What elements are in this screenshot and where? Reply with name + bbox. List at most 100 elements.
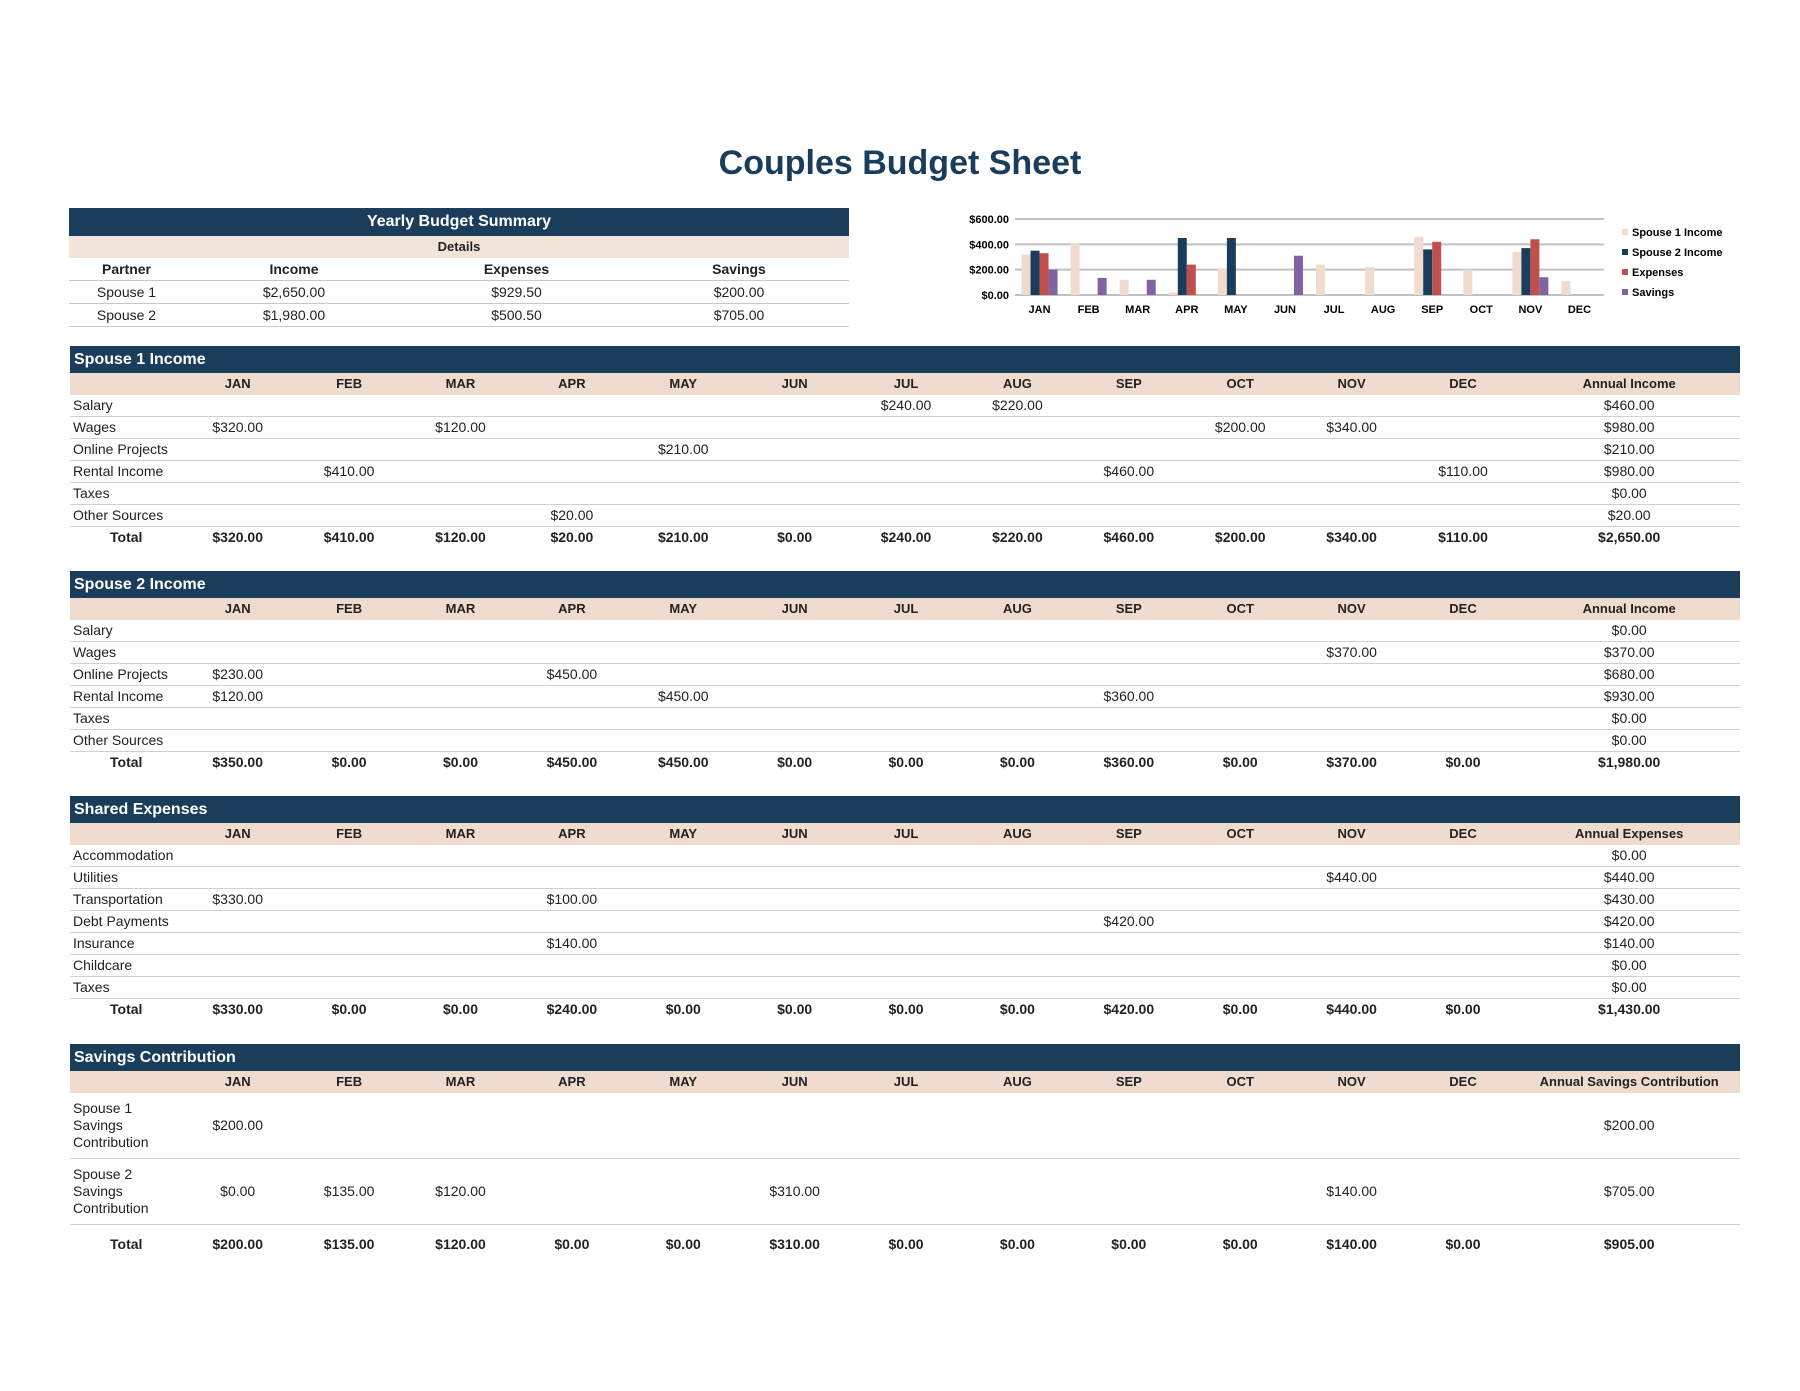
month-value[interactable] — [182, 933, 293, 954]
month-value[interactable] — [1185, 686, 1296, 707]
month-value[interactable] — [1073, 417, 1184, 438]
month-value[interactable] — [739, 439, 850, 460]
month-value[interactable] — [405, 867, 516, 888]
month-value[interactable] — [516, 461, 627, 482]
month-value[interactable]: $120.00 — [435, 419, 486, 435]
month-value[interactable]: $450.00 — [657, 688, 709, 704]
month-value[interactable] — [1185, 911, 1296, 932]
month-value[interactable] — [405, 664, 516, 685]
month-value[interactable] — [1073, 664, 1184, 685]
month-value[interactable] — [850, 483, 961, 504]
month-value[interactable]: $200.00 — [1214, 529, 1266, 545]
month-value[interactable]: $0.00 — [1445, 754, 1481, 770]
month-value[interactable] — [1185, 620, 1296, 641]
month-value[interactable] — [1296, 620, 1407, 641]
month-value[interactable]: $110.00 — [1438, 463, 1488, 479]
month-value[interactable] — [1407, 439, 1518, 460]
month-value[interactable] — [405, 955, 516, 976]
month-value[interactable] — [182, 439, 293, 460]
month-value[interactable] — [739, 730, 850, 751]
month-value[interactable] — [850, 933, 961, 954]
month-value[interactable]: $200.00 — [212, 1117, 263, 1133]
month-value[interactable] — [962, 933, 1073, 954]
month-value[interactable]: $0.00 — [999, 1236, 1035, 1252]
month-value[interactable] — [182, 620, 293, 641]
month-value[interactable] — [1073, 439, 1184, 460]
month-value[interactable] — [1185, 461, 1296, 482]
month-value[interactable] — [850, 686, 961, 707]
month-value[interactable]: $0.00 — [1445, 1001, 1481, 1017]
month-value[interactable]: $0.00 — [1445, 1236, 1481, 1252]
month-value[interactable] — [1407, 505, 1518, 526]
month-value[interactable] — [962, 977, 1073, 998]
month-value[interactable] — [293, 505, 404, 526]
month-value[interactable] — [516, 483, 627, 504]
month-value[interactable] — [293, 933, 404, 954]
month-value[interactable]: $20.00 — [550, 529, 594, 545]
month-value[interactable]: $0.00 — [1222, 1001, 1258, 1017]
month-value[interactable] — [1407, 417, 1518, 438]
month-value[interactable] — [405, 439, 516, 460]
month-value[interactable] — [739, 505, 850, 526]
month-value[interactable]: $310.00 — [769, 1236, 820, 1252]
month-value[interactable] — [739, 642, 850, 663]
month-value[interactable] — [1407, 955, 1518, 976]
month-value[interactable] — [1185, 395, 1296, 416]
month-value[interactable] — [850, 911, 961, 932]
month-value[interactable]: $0.00 — [331, 754, 367, 770]
month-value[interactable] — [1185, 845, 1296, 866]
month-value[interactable] — [1073, 642, 1184, 663]
month-value[interactable]: $0.00 — [888, 1236, 924, 1252]
month-value[interactable] — [516, 417, 627, 438]
month-value[interactable] — [1073, 977, 1184, 998]
month-value[interactable]: $0.00 — [888, 1001, 924, 1017]
month-value[interactable]: $200.00 — [212, 1236, 263, 1252]
month-value[interactable]: $450.00 — [546, 666, 598, 682]
month-value[interactable] — [293, 664, 404, 685]
month-value[interactable] — [293, 911, 404, 932]
month-value[interactable] — [739, 955, 850, 976]
month-value[interactable]: $310.00 — [769, 1183, 820, 1199]
month-value[interactable]: $360.00 — [1103, 754, 1155, 770]
month-value[interactable]: $340.00 — [1326, 529, 1377, 545]
month-value[interactable] — [1296, 461, 1407, 482]
month-value[interactable] — [628, 417, 739, 438]
month-value[interactable]: $0.00 — [777, 529, 813, 545]
month-value[interactable]: $460.00 — [1103, 463, 1155, 479]
month-value[interactable] — [1407, 889, 1518, 910]
month-value[interactable]: $320.00 — [212, 419, 263, 435]
month-value[interactable] — [1296, 911, 1407, 932]
month-value[interactable] — [850, 867, 961, 888]
month-value[interactable] — [962, 845, 1073, 866]
month-value[interactable] — [405, 505, 516, 526]
month-value[interactable] — [293, 867, 404, 888]
month-value[interactable]: $110.00 — [1438, 529, 1488, 545]
month-value[interactable]: $240.00 — [546, 1001, 598, 1017]
month-value[interactable] — [1073, 483, 1184, 504]
month-value[interactable] — [962, 867, 1073, 888]
month-value[interactable] — [628, 642, 739, 663]
month-value[interactable] — [850, 955, 961, 976]
month-value[interactable] — [1407, 620, 1518, 641]
month-value[interactable] — [962, 461, 1073, 482]
month-value[interactable] — [739, 620, 850, 641]
month-value[interactable] — [628, 708, 739, 729]
month-value[interactable]: $135.00 — [323, 1183, 375, 1199]
month-value[interactable]: $140.00 — [1326, 1236, 1377, 1252]
month-value[interactable] — [1073, 845, 1184, 866]
month-value[interactable] — [293, 708, 404, 729]
month-value[interactable]: $240.00 — [880, 397, 932, 413]
month-value[interactable] — [405, 708, 516, 729]
month-value[interactable]: $135.00 — [323, 1236, 375, 1252]
month-value[interactable] — [1185, 955, 1296, 976]
month-value[interactable] — [293, 955, 404, 976]
month-value[interactable] — [628, 955, 739, 976]
month-value[interactable] — [850, 730, 961, 751]
month-value[interactable]: $370.00 — [1326, 644, 1377, 660]
month-value[interactable]: $0.00 — [665, 1236, 701, 1252]
month-value[interactable] — [405, 911, 516, 932]
month-value[interactable]: $440.00 — [1326, 869, 1377, 885]
month-value[interactable] — [739, 845, 850, 866]
month-value[interactable] — [1407, 395, 1518, 416]
month-value[interactable]: $0.00 — [1111, 1236, 1147, 1252]
